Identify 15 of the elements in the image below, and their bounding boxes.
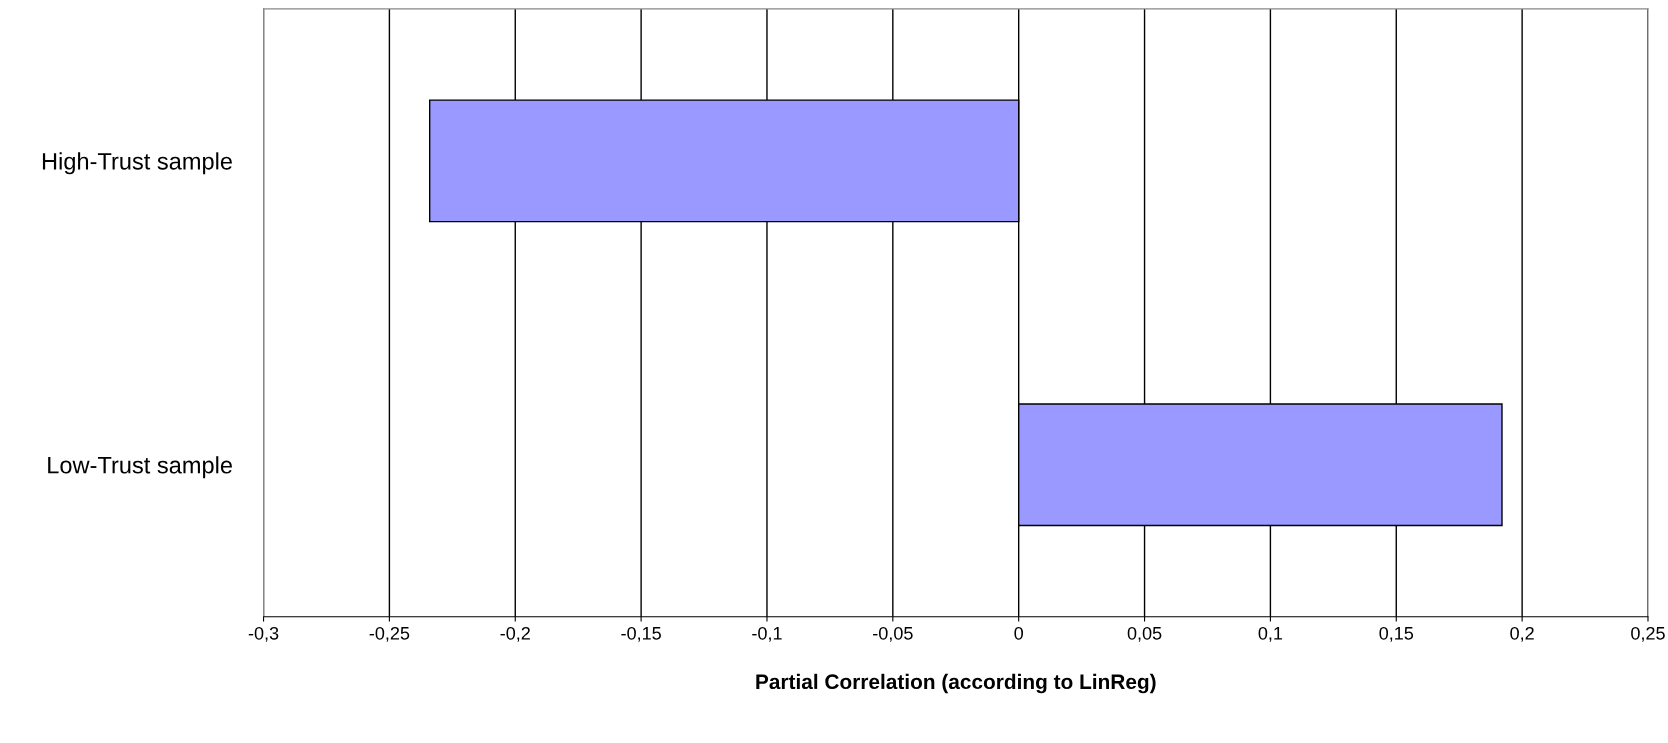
x-tick-label: 0,1 (1258, 626, 1283, 642)
x-tick-label: -0,25 (369, 626, 410, 642)
y-tick-label: Low-Trust sample (48, 456, 232, 479)
x-tick-label: 0,2 (1510, 626, 1534, 642)
y-tick-label: High-Trust sample (42, 152, 232, 175)
x-tick-label: 0 (1014, 626, 1024, 640)
x-tick-label: -0,3 (248, 626, 279, 642)
x-tick-label: 0,25 (1631, 626, 1665, 642)
x-tick-label: 0,15 (1379, 626, 1414, 642)
x-tick-label: -0,2 (500, 626, 530, 642)
x-tick-label: 0,05 (1127, 626, 1162, 642)
x-tick-label: -0,1 (752, 626, 782, 642)
x-tick-label: -0,05 (873, 626, 913, 642)
x-tick-label: -0,15 (621, 626, 661, 642)
x-axis-title: Partial Correlation (according to LinReg) (756, 673, 1156, 694)
